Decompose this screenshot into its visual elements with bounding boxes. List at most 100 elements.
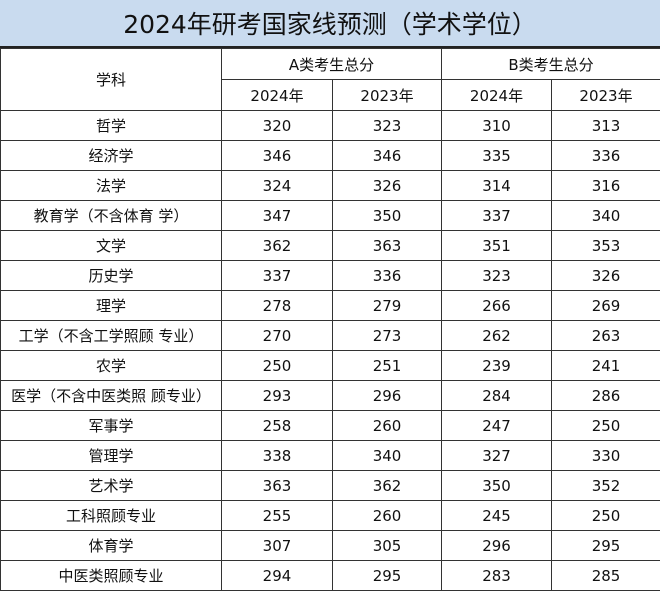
score-cell: 286 <box>552 381 660 411</box>
score-cell: 251 <box>333 351 442 381</box>
score-cell: 316 <box>552 171 660 201</box>
subject-cell: 文学 <box>1 231 222 261</box>
score-cell: 352 <box>552 471 660 501</box>
score-cell: 338 <box>222 441 333 471</box>
score-cell: 330 <box>552 441 660 471</box>
subject-cell: 历史学 <box>1 261 222 291</box>
subject-cell: 军事学 <box>1 411 222 441</box>
score-cell: 363 <box>222 471 333 501</box>
score-cell: 284 <box>442 381 552 411</box>
score-cell: 250 <box>552 411 660 441</box>
score-cell: 262 <box>442 321 552 351</box>
score-cell: 350 <box>333 201 442 231</box>
score-cell: 250 <box>222 351 333 381</box>
subject-cell: 艺术学 <box>1 471 222 501</box>
score-cell: 294 <box>222 561 333 591</box>
score-cell: 351 <box>442 231 552 261</box>
score-cell: 293 <box>222 381 333 411</box>
score-cell: 362 <box>222 231 333 261</box>
header-year: 2023年 <box>552 80 660 111</box>
header-year: 2023年 <box>333 80 442 111</box>
score-cell: 278 <box>222 291 333 321</box>
subject-cell: 中医类照顾专业 <box>1 561 222 591</box>
score-cell: 295 <box>333 561 442 591</box>
score-cell: 362 <box>333 471 442 501</box>
score-cell: 285 <box>552 561 660 591</box>
score-cell: 255 <box>222 501 333 531</box>
header-group-a: A类考生总分 <box>222 49 442 80</box>
subject-cell: 理学 <box>1 291 222 321</box>
header-group-b: B类考生总分 <box>442 49 660 80</box>
subject-cell: 工学（不含工学照顾 专业） <box>1 321 222 351</box>
score-cell: 350 <box>442 471 552 501</box>
subject-cell: 农学 <box>1 351 222 381</box>
header-row-groups: 学科 A类考生总分 B类考生总分 <box>1 49 660 80</box>
score-cell: 323 <box>333 111 442 141</box>
header-year: 2024年 <box>442 80 552 111</box>
score-cell: 326 <box>552 261 660 291</box>
score-cell: 263 <box>552 321 660 351</box>
subject-cell: 管理学 <box>1 441 222 471</box>
subject-cell: 医学（不含中医类照 顾专业） <box>1 381 222 411</box>
subject-cell: 经济学 <box>1 141 222 171</box>
score-cell: 347 <box>222 201 333 231</box>
score-cell: 245 <box>442 501 552 531</box>
score-cell: 307 <box>222 531 333 561</box>
score-cell: 337 <box>222 261 333 291</box>
score-cell: 340 <box>552 201 660 231</box>
subject-cell: 法学 <box>1 171 222 201</box>
score-cell: 336 <box>333 261 442 291</box>
score-cell: 250 <box>552 501 660 531</box>
score-cell: 324 <box>222 171 333 201</box>
score-cell: 270 <box>222 321 333 351</box>
subject-cell: 教育学（不含体育 学） <box>1 201 222 231</box>
score-cell: 326 <box>333 171 442 201</box>
header-subject: 学科 <box>1 49 222 111</box>
score-cell: 340 <box>333 441 442 471</box>
score-cell: 346 <box>222 141 333 171</box>
score-cell: 363 <box>333 231 442 261</box>
score-cell: 269 <box>552 291 660 321</box>
score-cell: 239 <box>442 351 552 381</box>
score-cell: 336 <box>552 141 660 171</box>
score-table: 学科 A类考生总分 B类考生总分 2024年 2023年 2024年 2023年… <box>0 48 660 591</box>
score-cell: 296 <box>442 531 552 561</box>
page-title: 2024年研考国家线预测（学术学位） <box>0 0 660 48</box>
score-cell: 337 <box>442 201 552 231</box>
score-cell: 247 <box>442 411 552 441</box>
score-cell: 313 <box>552 111 660 141</box>
score-cell: 335 <box>442 141 552 171</box>
header-year: 2024年 <box>222 80 333 111</box>
score-cell: 305 <box>333 531 442 561</box>
score-cell: 314 <box>442 171 552 201</box>
score-cell: 327 <box>442 441 552 471</box>
score-cell: 320 <box>222 111 333 141</box>
score-cell: 323 <box>442 261 552 291</box>
score-cell: 266 <box>442 291 552 321</box>
subject-cell: 哲学 <box>1 111 222 141</box>
score-cell: 353 <box>552 231 660 261</box>
subject-cell: 体育学 <box>1 531 222 561</box>
score-cell: 258 <box>222 411 333 441</box>
subject-cell: 工科照顾专业 <box>1 501 222 531</box>
score-cell: 283 <box>442 561 552 591</box>
score-cell: 279 <box>333 291 442 321</box>
score-cell: 295 <box>552 531 660 561</box>
score-cell: 260 <box>333 411 442 441</box>
score-cell: 346 <box>333 141 442 171</box>
